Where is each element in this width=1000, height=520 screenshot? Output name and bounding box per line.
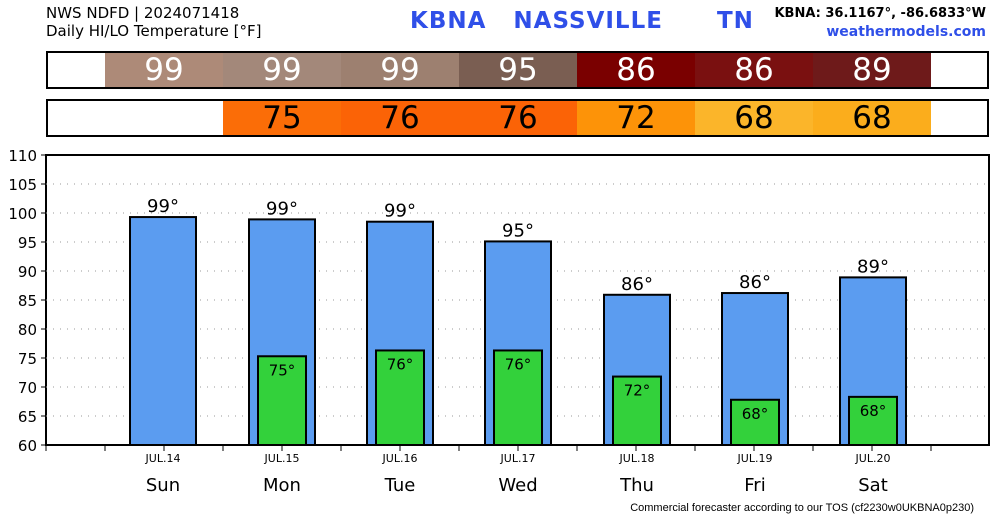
date-label: JUL.16 <box>382 452 418 465</box>
y-tick-label: 70 <box>18 379 37 397</box>
date-label: JUL.19 <box>737 452 773 465</box>
product-line: NWS NDFD | 2024071418 <box>46 4 240 22</box>
y-tick-label: 110 <box>8 147 37 165</box>
y-tick-label: 90 <box>18 263 37 281</box>
high-bar-label: 86° <box>739 272 771 293</box>
high-bar-label: 89° <box>857 256 889 277</box>
date-label: JUL.17 <box>500 452 536 465</box>
high-bar <box>129 216 197 446</box>
day-label: Mon <box>263 475 301 496</box>
footer-note: Commercial forecaster according to our T… <box>630 502 974 514</box>
high-bar-label: 99° <box>384 201 416 222</box>
low-temp-strip: 75 76 76 72 68 68 <box>46 99 989 137</box>
low-bar-label: 68° <box>742 405 769 423</box>
low-bar <box>730 398 780 447</box>
hi-strip-cell: 86 <box>577 53 695 87</box>
hi-strip-cell: 86 <box>695 53 813 87</box>
site-link[interactable]: weathermodels.com <box>826 24 986 40</box>
high-bar-label: 86° <box>621 274 653 295</box>
high-bar-label: 95° <box>502 220 534 241</box>
lo-strip-cell: 76 <box>459 101 577 135</box>
axes: 60 65 70 75 80 85 90 95 100 105 110 JUL.14 Sun JUL.15… <box>8 147 932 496</box>
y-tick-label: 100 <box>8 205 37 223</box>
lo-strip-cell: 72 <box>577 101 695 135</box>
date-label: JUL.14 <box>145 452 181 465</box>
header-right: KBNA: 36.1167°, -86.6833°W weathermodels… <box>774 4 986 42</box>
lo-strip-cell: 76 <box>341 101 459 135</box>
y-tick-label: 80 <box>18 321 37 339</box>
date-label: JUL.15 <box>264 452 300 465</box>
low-bar <box>848 395 898 446</box>
header-left: NWS NDFD | 2024071418 Daily HI/LO Temper… <box>46 4 262 40</box>
chart-subtitle: Daily HI/LO Temperature [°F] <box>46 22 262 40</box>
date-label: JUL.20 <box>855 452 891 465</box>
y-tick-label: 65 <box>18 408 37 426</box>
day-label: Sat <box>858 475 888 496</box>
lo-strip-cell <box>105 101 223 135</box>
day-label: Thu <box>619 475 654 496</box>
day-label: Sun <box>146 475 180 496</box>
hi-strip-cell: 95 <box>459 53 577 87</box>
low-bar-label: 76° <box>387 355 414 373</box>
y-tick-label: 95 <box>18 234 37 252</box>
low-bar <box>375 349 425 446</box>
high-bar-label: 99° <box>266 198 298 219</box>
low-bar-label: 68° <box>860 402 887 420</box>
hi-strip-cell: 89 <box>813 53 931 87</box>
day-label: Fri <box>744 475 765 496</box>
high-bar-label: 99° <box>147 196 179 217</box>
high-temp-strip: 99 99 99 95 86 86 89 <box>46 51 989 89</box>
hi-strip-cell: 99 <box>223 53 341 87</box>
lo-strip-cell: 75 <box>223 101 341 135</box>
lo-strip-cell: 68 <box>695 101 813 135</box>
low-bar-label: 76° <box>505 355 532 373</box>
y-tick-label: 105 <box>8 176 37 194</box>
y-tick-label: 75 <box>18 350 37 368</box>
bars: 99° 99° 75° 99° 76° 95° 76° 86° 72° 86° 68° 89° 68° <box>129 196 907 447</box>
hi-strip-cell: 99 <box>341 53 459 87</box>
low-bar-label: 75° <box>269 361 296 379</box>
y-tick-label: 60 <box>18 437 37 455</box>
low-bar-label: 72° <box>624 382 651 400</box>
low-bar <box>612 375 662 446</box>
lo-strip-cell: 68 <box>813 101 931 135</box>
date-label: JUL.18 <box>619 452 655 465</box>
day-label: Wed <box>498 475 537 496</box>
station-title: KBNA NASSVILLE TN <box>410 8 754 34</box>
station-coords: KBNA: 36.1167°, -86.6833°W <box>774 6 986 21</box>
hi-strip-cell: 99 <box>105 53 223 87</box>
day-label: Tue <box>384 475 416 496</box>
y-tick-label: 85 <box>18 292 37 310</box>
